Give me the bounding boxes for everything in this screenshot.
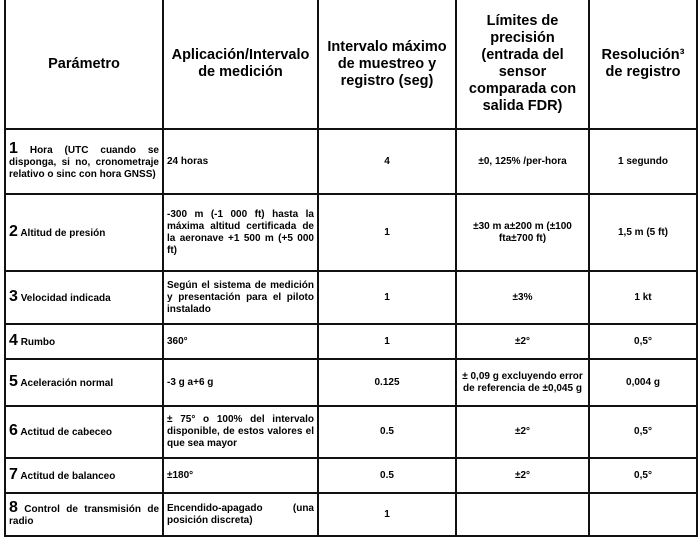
cell-resolucion: 1 segundo xyxy=(588,128,698,195)
table-row: 1 Hora (UTC cuando se disponga, si no, c… xyxy=(4,128,698,195)
table-row: 8 Control de transmisión de radio Encendi… xyxy=(4,492,698,537)
cell-parametro: 2 Altitud de presión xyxy=(4,193,164,272)
cell-parametro: 6 Actitud de cabeceo xyxy=(4,405,164,459)
cell-intervalo: 1 xyxy=(317,492,457,537)
cell-aplicacion: -3 g a+6 g xyxy=(162,358,319,407)
cell-precision: ± 0,09 g excluyendo error de referencia … xyxy=(455,358,590,407)
cell-intervalo: 4 xyxy=(317,128,457,195)
cell-intervalo: 1 xyxy=(317,323,457,360)
cell-aplicacion: ± 75° o 100% del intervalo disponible, d… xyxy=(162,405,319,459)
cell-resolucion: 1,5 m (5 ft) xyxy=(588,193,698,272)
parameters-table: Parámetro Aplicación/Intervalo de medici… xyxy=(4,0,698,537)
cell-parametro: 8 Control de transmisión de radio xyxy=(4,492,164,537)
cell-intervalo: 0.5 xyxy=(317,457,457,494)
cell-parametro: 7 Actitud de balanceo xyxy=(4,457,164,494)
cell-precision: ±30 m a±200 m (±100 fta±700 ft) xyxy=(455,193,590,272)
param-name: Actitud de cabeceo xyxy=(20,427,113,438)
cell-intervalo: 0.125 xyxy=(317,358,457,407)
cell-resolucion: 0,5° xyxy=(588,405,698,459)
cell-intervalo: 1 xyxy=(317,193,457,272)
param-name: Control de transmisión de radio xyxy=(9,503,160,527)
table-row: 7 Actitud de balanceo ±180° 0.5 ±2° 0,5° xyxy=(4,457,698,494)
param-name: Rumbo xyxy=(20,336,56,348)
cell-resolucion: 0,004 g xyxy=(588,358,698,407)
cell-precision: ±3% xyxy=(455,270,590,325)
cell-aplicacion: Según el sistema de medición y presentac… xyxy=(162,270,319,325)
param-name: Actitud de balanceo xyxy=(20,470,116,482)
cell-aplicacion: 360° xyxy=(162,323,319,360)
param-name: Altitud de presión xyxy=(20,227,106,239)
table-row: 3 Velocidad indicada Según el sistema de … xyxy=(4,270,698,325)
cell-parametro: 3 Velocidad indicada xyxy=(4,270,164,325)
cell-aplicacion: 24 horas xyxy=(162,128,319,195)
header-limites: Límites de precisión (entrada del sensor… xyxy=(455,0,590,130)
cell-parametro: 5 Aceleración normal xyxy=(4,358,164,407)
param-name: Aceleración normal xyxy=(20,377,114,389)
param-number: 1 xyxy=(9,139,18,157)
cell-precision: ±2° xyxy=(455,323,590,360)
param-name: Hora (UTC cuando se disponga, si no, cro… xyxy=(9,144,159,180)
cell-intervalo: 0.5 xyxy=(317,405,457,459)
table-row: 2 Altitud de presión -300 m (-1 000 ft) h… xyxy=(4,193,698,272)
param-number: 4 xyxy=(9,331,18,349)
header-parametro: Parámetro xyxy=(4,0,164,130)
table-row: 5 Aceleración normal -3 g a+6 g 0.125 ± 0,0… xyxy=(4,358,698,407)
cell-precision: ±0, 125% /per-hora xyxy=(455,128,590,195)
cell-resolucion: 1 kt xyxy=(588,270,698,325)
cell-aplicacion: -300 m (-1 000 ft) hasta la máxima altit… xyxy=(162,193,319,272)
cell-parametro: 4 Rumbo xyxy=(4,323,164,360)
param-name: Velocidad indicada xyxy=(20,292,111,304)
cell-resolucion xyxy=(588,492,698,537)
cell-precision xyxy=(455,492,590,537)
header-aplicacion: Aplicación/Intervalo de medición xyxy=(162,0,319,130)
cell-aplicacion: Encendido-apagado (una posición discreta… xyxy=(162,492,319,537)
param-number: 5 xyxy=(9,372,18,390)
cell-resolucion: 0,5° xyxy=(588,457,698,494)
param-number: 8 xyxy=(9,498,18,516)
param-number: 3 xyxy=(9,287,18,305)
cell-precision: ±2° xyxy=(455,405,590,459)
header-resolucion: Resolución³ de registro xyxy=(588,0,698,130)
header-row: Parámetro Aplicación/Intervalo de medici… xyxy=(4,0,698,130)
table-row: 4 Rumbo 360° 1 ±2° 0,5° xyxy=(4,323,698,360)
cell-parametro: 1 Hora (UTC cuando se disponga, si no, c… xyxy=(4,128,164,195)
cell-precision: ±2° xyxy=(455,457,590,494)
cell-aplicacion: ±180° xyxy=(162,457,319,494)
cell-resolucion: 0,5° xyxy=(588,323,698,360)
cell-intervalo: 1 xyxy=(317,270,457,325)
table-row: 6 Actitud de cabeceo ± 75° o 100% del int… xyxy=(4,405,698,459)
param-number: 6 xyxy=(9,422,18,439)
param-number: 7 xyxy=(9,465,18,483)
header-intervalo: Intervalo máximo de muestreo y registro … xyxy=(317,0,457,130)
param-number: 2 xyxy=(9,222,18,240)
